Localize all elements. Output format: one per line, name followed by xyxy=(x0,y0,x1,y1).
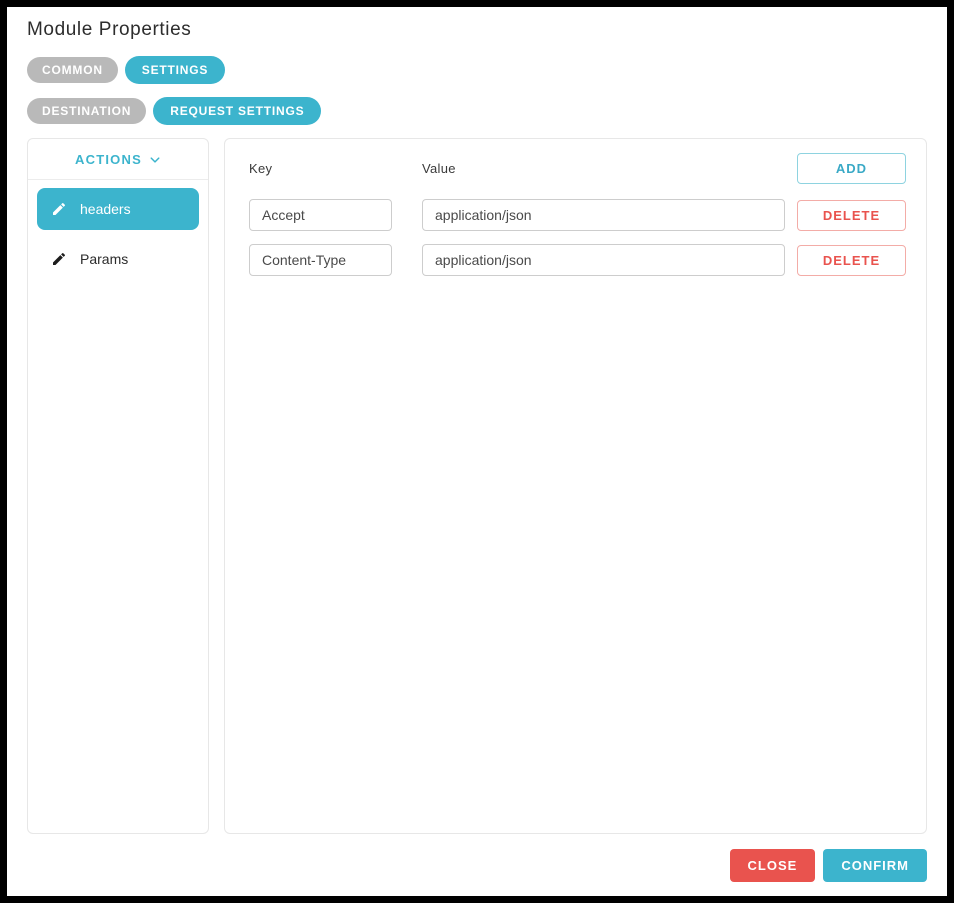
actions-dropdown-label: ACTIONS xyxy=(75,152,142,167)
tab-row-2: DESTINATION REQUEST SETTINGS xyxy=(27,97,927,125)
tab-common[interactable]: COMMON xyxy=(27,57,118,83)
chevron-down-icon xyxy=(150,156,160,163)
key-column-header: Key xyxy=(249,161,273,176)
value-input[interactable] xyxy=(422,244,785,276)
sidebar-item-headers[interactable]: headers xyxy=(37,188,199,230)
tab-row-1: COMMON SETTINGS xyxy=(27,56,927,84)
table-row: DELETE xyxy=(249,244,906,276)
tab-destination[interactable]: DESTINATION xyxy=(27,98,147,124)
page-title: Module Properties xyxy=(27,19,192,40)
key-input[interactable] xyxy=(249,199,392,231)
table-header-row: Key Value ADD xyxy=(249,153,906,184)
delete-button[interactable]: DELETE xyxy=(797,244,906,276)
sidebar-item-params[interactable]: Params xyxy=(37,238,199,280)
headers-editor-panel: Key Value ADD DELETE xyxy=(224,138,927,834)
value-input[interactable] xyxy=(422,199,785,231)
dialog-footer: CLOSE CONFIRM xyxy=(27,849,927,882)
add-button[interactable]: ADD xyxy=(797,153,906,184)
actions-dropdown[interactable]: ACTIONS xyxy=(28,139,208,180)
confirm-button[interactable]: CONFIRM xyxy=(823,849,927,882)
delete-button[interactable]: DELETE xyxy=(797,199,906,231)
table-row: DELETE xyxy=(249,199,906,231)
sidebar: ACTIONS headers Params xyxy=(27,138,209,834)
dialog-body: ACTIONS headers Params Key xyxy=(27,138,927,834)
sidebar-item-label: headers xyxy=(80,201,131,217)
pencil-icon xyxy=(53,202,66,215)
close-button[interactable]: CLOSE xyxy=(729,849,816,882)
value-column-header: Value xyxy=(422,161,456,176)
sidebar-item-label: Params xyxy=(80,251,129,267)
tab-request-settings[interactable]: REQUEST SETTINGS xyxy=(153,97,322,125)
key-input[interactable] xyxy=(249,244,392,276)
tab-settings[interactable]: SETTINGS xyxy=(124,56,226,84)
pencil-icon xyxy=(53,252,66,265)
